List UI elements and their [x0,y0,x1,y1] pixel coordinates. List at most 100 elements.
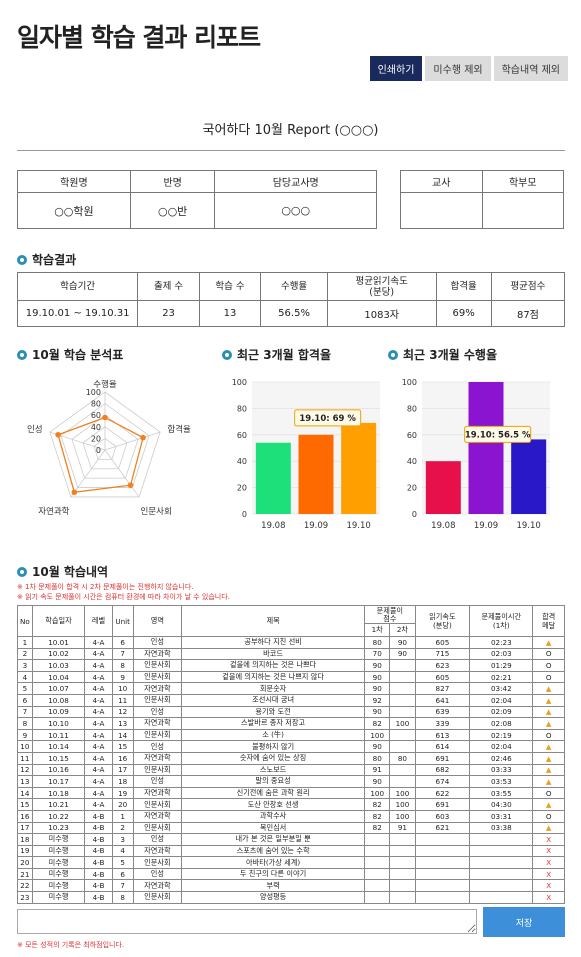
cell-time: 03:38 [469,821,534,835]
y-tick-label: 0 [242,510,247,519]
cell-date: 10.22 [31,809,86,823]
bullet-icon [222,349,232,360]
results-value: 87점 [490,300,566,327]
table-row: 15 10.21 4-A 20 인문사회 도산 안창호 선생 82 100 691 04:30 ▲ [17,798,565,811]
radar-tick-label: 80 [91,400,101,409]
toolbar: 인쇄하기 미수행 제외 학습내역 제외 [369,56,568,81]
cell-time [469,867,534,881]
exclude-history-button[interactable]: 학습내역 제외 [493,56,568,81]
cell-title: 두 친구의 다른 이야기 [181,867,366,881]
cell-second [389,670,416,684]
cell-first: 70 [364,647,391,661]
perf-rate-chart: 0 20 40 60 80 100 19.08 19.09 19.10 19.10: 56.5 % [402,378,550,531]
cell-date: 10.23 [31,821,86,835]
cell-second [389,740,416,753]
radar-axis-label: 합격율 [167,424,191,435]
cell-first [364,879,391,893]
cell-area: 인문사회 [132,659,183,672]
cell-title: 내가 본 것은 일부분일 뿐 [181,833,366,846]
cell-time [469,844,534,858]
cell-speed: 613 [414,728,471,742]
memo-input[interactable] [17,909,477,934]
cell-date: 10.17 [31,775,86,788]
col-no: No [17,605,33,637]
cell-time [469,891,534,904]
history-notes: ※ 1차 문제풀이 합격 시 2차 문제풀이는 진행하지 않습니다. ※ 읽기 … [17,582,230,602]
bar[interactable] [298,434,334,514]
cell-first: 90 [364,682,391,695]
col-first: 1차 [364,623,391,637]
bullet-icon [17,349,27,360]
cell-area: 자연과학 [132,879,183,893]
cell-no: 5 [17,682,33,695]
cell-level: 4-A [84,786,113,800]
cell-speed: 339 [414,717,471,730]
table-row: 8 10.10 4-A 13 자연과학 스발바르 종자 저장고 82 100 339 02:08 ▲ [17,717,565,730]
table-row: 14 10.18 4-A 19 자연과학 신기전에 숨은 과학 원리 100 100 622 03… [17,786,565,800]
sign-table: 교사 학부모 [400,170,564,229]
cell-first: 80 [364,636,391,649]
cell-speed [414,856,471,869]
tooltip-box [294,409,362,427]
bar[interactable] [255,442,291,514]
radar-point [55,431,61,438]
table-row: 2 10.02 4-A 7 자연과학 바코드 70 90 715 02:03 O [17,647,565,661]
cell-level: 4-A [84,670,113,684]
bar[interactable] [425,461,461,514]
table-row: 10 10.14 4-A 15 인성 불평하지 않기 90 614 02:04 ▲ [17,740,565,753]
results-header: 출제 수 [137,272,200,301]
cell-time: 02:09 [469,705,534,719]
cell-time: 03:31 [469,809,534,823]
cell-no: 18 [17,833,33,846]
exclude-incomplete-button[interactable]: 미수행 제외 [425,56,491,81]
x-tick-label: 19.08 [431,521,455,531]
tooltip-box [464,425,532,443]
cell-time: 03:55 [469,786,534,800]
cell-second: 100 [389,717,416,730]
table-row: 16 10.22 4-B 1 자연과학 과학수사 82 100 603 03:31 O [17,809,565,823]
bullet-icon [17,254,27,265]
y-tick-label: 20 [237,484,247,493]
results-value: 69% [435,300,492,327]
cell-no: 20 [17,856,33,869]
cell-speed: 605 [414,670,471,684]
cell-unit: 3 [111,833,134,846]
cell-title: 불평하지 않기 [181,740,366,753]
bar[interactable] [468,382,504,514]
cell-title: 스포츠에 숨어 있는 수학 [181,844,366,858]
cell-no: 22 [17,879,33,893]
cell-unit: 4 [111,844,134,858]
table-row: 21 미수행 4-B 6 인성 두 친구의 다른 이야기 X [17,867,565,881]
bar[interactable] [511,439,547,514]
print-button[interactable]: 인쇄하기 [369,56,423,81]
cell-second: 100 [389,786,416,800]
cell-date: 10.10 [31,717,86,730]
cell-level: 4-A [84,659,113,672]
cell-first: 91 [364,763,391,777]
cell-medal: ▲ [532,821,565,835]
radar-grid-ring [82,426,128,470]
cell-unit: 20 [111,798,134,811]
cell-level: 4-B [84,809,113,823]
cell-second [389,763,416,777]
cell-speed [414,867,471,881]
radar-spoke [104,431,161,451]
cell-title: 조선시대 궁녀 [181,693,366,707]
radar-grid-ring [71,414,139,479]
cell-second: 90 [389,636,416,649]
cell-unit: 2 [111,821,134,835]
table-row: 23 미수행 4-B 8 인문사회 양성평등 X [17,891,565,904]
bar[interactable] [341,422,377,514]
cell-first: 90 [364,740,391,753]
cell-speed: 605 [414,636,471,649]
cell-date: 10.02 [31,647,86,661]
results-header: 평균읽기속도 (분당) [326,272,437,301]
cell-time: 03:53 [469,775,534,788]
cell-no: 12 [17,763,33,777]
save-button[interactable]: 저장 [483,907,565,937]
cell-title: 숫자에 숨어 있는 상징 [181,751,366,765]
cell-unit: 13 [111,717,134,730]
cell-title: 회문숫자 [181,682,366,695]
cell-first: 90 [364,659,391,672]
y-tick-label: 0 [412,510,417,519]
